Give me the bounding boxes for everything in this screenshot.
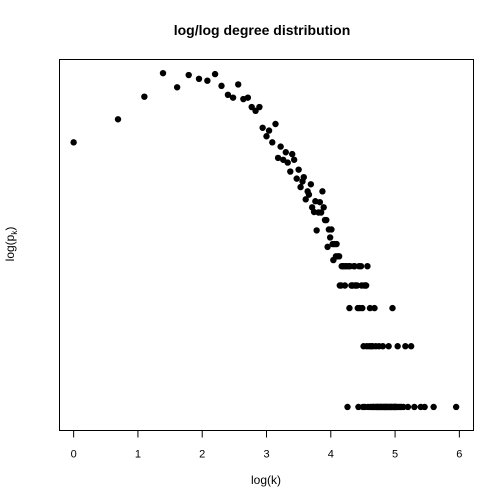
- data-point: [328, 226, 335, 233]
- data-point: [293, 175, 300, 182]
- x-tick-label: 6: [456, 449, 462, 461]
- data-point: [323, 216, 330, 224]
- data-point: [204, 77, 211, 84]
- data-point: [173, 84, 181, 91]
- data-point: [402, 343, 409, 350]
- data-point: [335, 253, 343, 260]
- data-point: [351, 262, 358, 270]
- data-point: [297, 183, 304, 191]
- data-point: [305, 191, 313, 198]
- data-point: [400, 403, 407, 411]
- data-point: [259, 124, 266, 131]
- y-axis-label: log(pk): [3, 227, 19, 262]
- x-tick-label: 0: [71, 449, 77, 461]
- data-point: [195, 75, 203, 83]
- data-point: [218, 82, 225, 90]
- data-point: [307, 181, 315, 188]
- y-axis-label-main: log(p: [3, 234, 17, 261]
- data-point: [284, 159, 291, 166]
- data-point: [295, 166, 302, 173]
- data-point: [411, 403, 418, 411]
- data-point: [371, 304, 378, 312]
- data-point: [320, 204, 327, 211]
- data-point: [302, 196, 309, 203]
- data-point: [333, 240, 340, 248]
- y-axis-label-subscript: k: [10, 230, 19, 235]
- data-point: [256, 103, 263, 111]
- data-point: [326, 234, 334, 241]
- plot-frame: [59, 59, 474, 431]
- data-point: [114, 116, 122, 123]
- y-axis-label-close: ): [3, 227, 17, 231]
- data-point: [353, 282, 361, 289]
- data-point: [290, 156, 298, 163]
- data-point: [70, 139, 77, 146]
- data-point: [244, 94, 252, 101]
- data-point: [229, 94, 237, 101]
- data-point: [265, 127, 273, 134]
- data-point: [341, 282, 349, 289]
- data-point: [364, 262, 371, 270]
- x-tick-label: 1: [135, 449, 141, 461]
- data-point: [313, 227, 320, 234]
- data-point: [185, 71, 192, 79]
- data-point: [224, 91, 232, 99]
- data-point: [344, 403, 351, 411]
- data-point: [379, 343, 387, 350]
- points-layer: [70, 69, 460, 411]
- x-tick-label: 4: [328, 449, 334, 461]
- data-point: [211, 70, 219, 78]
- data-point: [235, 81, 242, 88]
- data-point: [346, 304, 353, 312]
- data-point: [452, 403, 460, 411]
- x-axis: 0 1 2 3 4 5 6: [71, 430, 462, 461]
- x-tick-label: 5: [392, 449, 398, 461]
- data-point: [366, 304, 374, 312]
- data-point: [272, 120, 279, 128]
- chart-title: log/log degree distribution: [174, 22, 351, 38]
- data-point: [269, 139, 276, 146]
- x-tick-label: 2: [199, 449, 205, 461]
- data-point: [394, 343, 401, 350]
- data-point: [407, 343, 415, 350]
- data-point: [287, 168, 294, 175]
- data-point: [277, 143, 284, 150]
- data-point: [430, 403, 437, 411]
- data-point: [324, 243, 331, 251]
- data-point: [404, 403, 412, 411]
- data-point: [159, 69, 167, 77]
- data-point: [289, 150, 296, 158]
- data-point: [141, 93, 148, 100]
- data-point: [316, 198, 324, 206]
- x-axis-label: log(k): [251, 473, 281, 487]
- data-point: [362, 282, 370, 289]
- data-point: [282, 149, 289, 156]
- x-tick-label: 3: [263, 449, 269, 461]
- data-point: [355, 403, 362, 411]
- data-point: [263, 133, 270, 140]
- data-point: [357, 262, 365, 270]
- data-point: [385, 343, 392, 350]
- data-point: [319, 188, 326, 195]
- data-point: [421, 403, 428, 411]
- data-point: [300, 174, 307, 181]
- data-point: [359, 304, 366, 312]
- data-point: [389, 304, 396, 312]
- data-point: [317, 209, 325, 216]
- data-point: [274, 154, 282, 162]
